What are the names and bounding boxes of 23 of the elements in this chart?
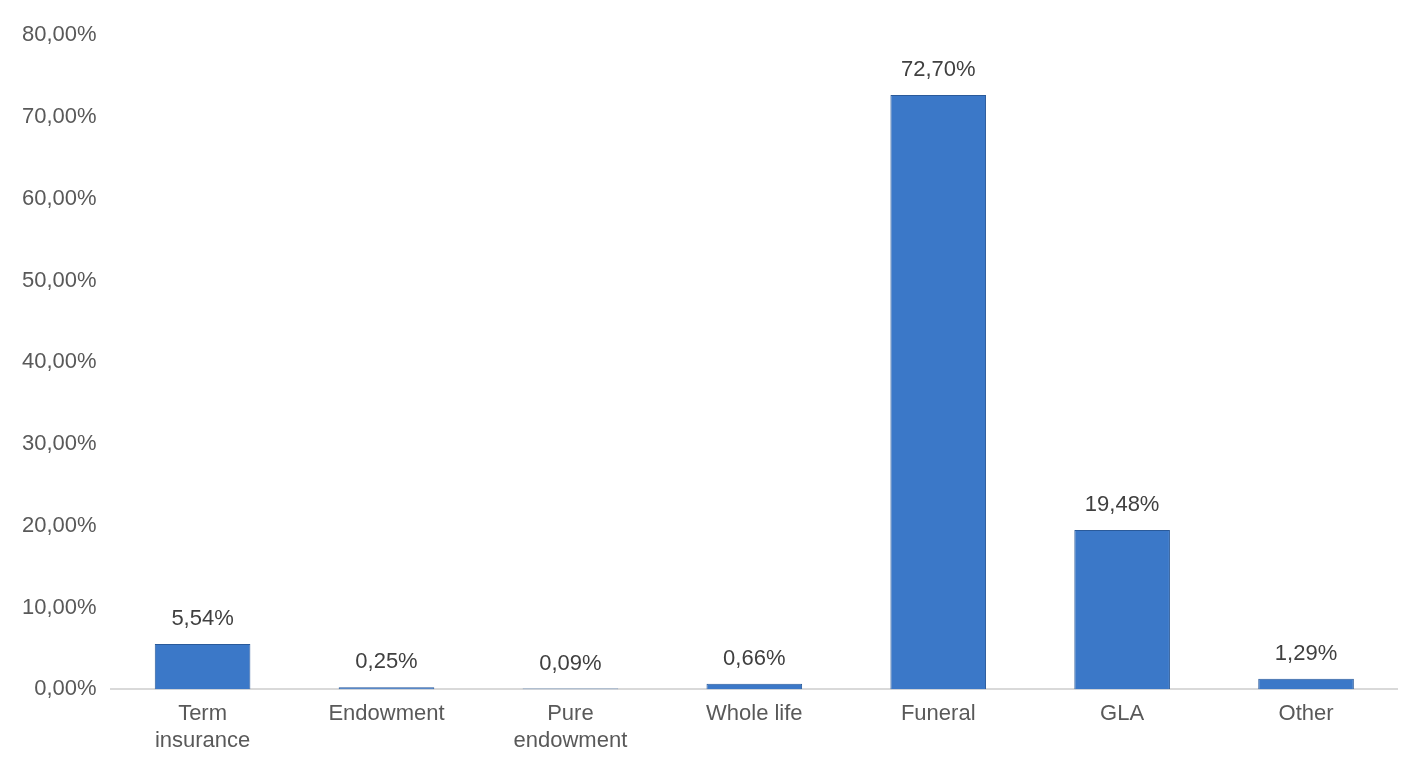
y-tick-label: 10,00%: [21, 593, 97, 619]
y-tick-label: 20,00%: [21, 511, 97, 537]
y-tick-label: 0,00%: [34, 675, 97, 701]
y-tick-label: 70,00%: [21, 103, 97, 129]
data-label: 0,25%: [355, 648, 418, 674]
y-tick-label: 40,00%: [21, 348, 97, 374]
x-tick-label: Other: [1278, 700, 1334, 726]
x-tick-label: Term insurance: [154, 700, 251, 752]
x-tick-label: Pure endowment: [513, 700, 628, 752]
data-label: 0,09%: [539, 649, 602, 675]
x-tick-label: Funeral: [900, 700, 976, 726]
y-tick-label: 60,00%: [21, 184, 97, 210]
x-tick-label: Whole life: [706, 700, 803, 726]
data-label: 1,29%: [1274, 639, 1338, 665]
data-label: 19,48%: [1084, 491, 1160, 517]
data-label: 5,54%: [171, 604, 234, 630]
x-tick-label: Endowment: [328, 700, 445, 726]
y-tick-label: 50,00%: [21, 266, 97, 292]
data-label: 72,70%: [900, 55, 976, 81]
data-label: 0,66%: [723, 644, 786, 670]
y-tick-label: 30,00%: [21, 430, 97, 456]
x-tick-label: GLA: [1100, 700, 1145, 726]
y-tick-label: 80,00%: [21, 21, 97, 47]
